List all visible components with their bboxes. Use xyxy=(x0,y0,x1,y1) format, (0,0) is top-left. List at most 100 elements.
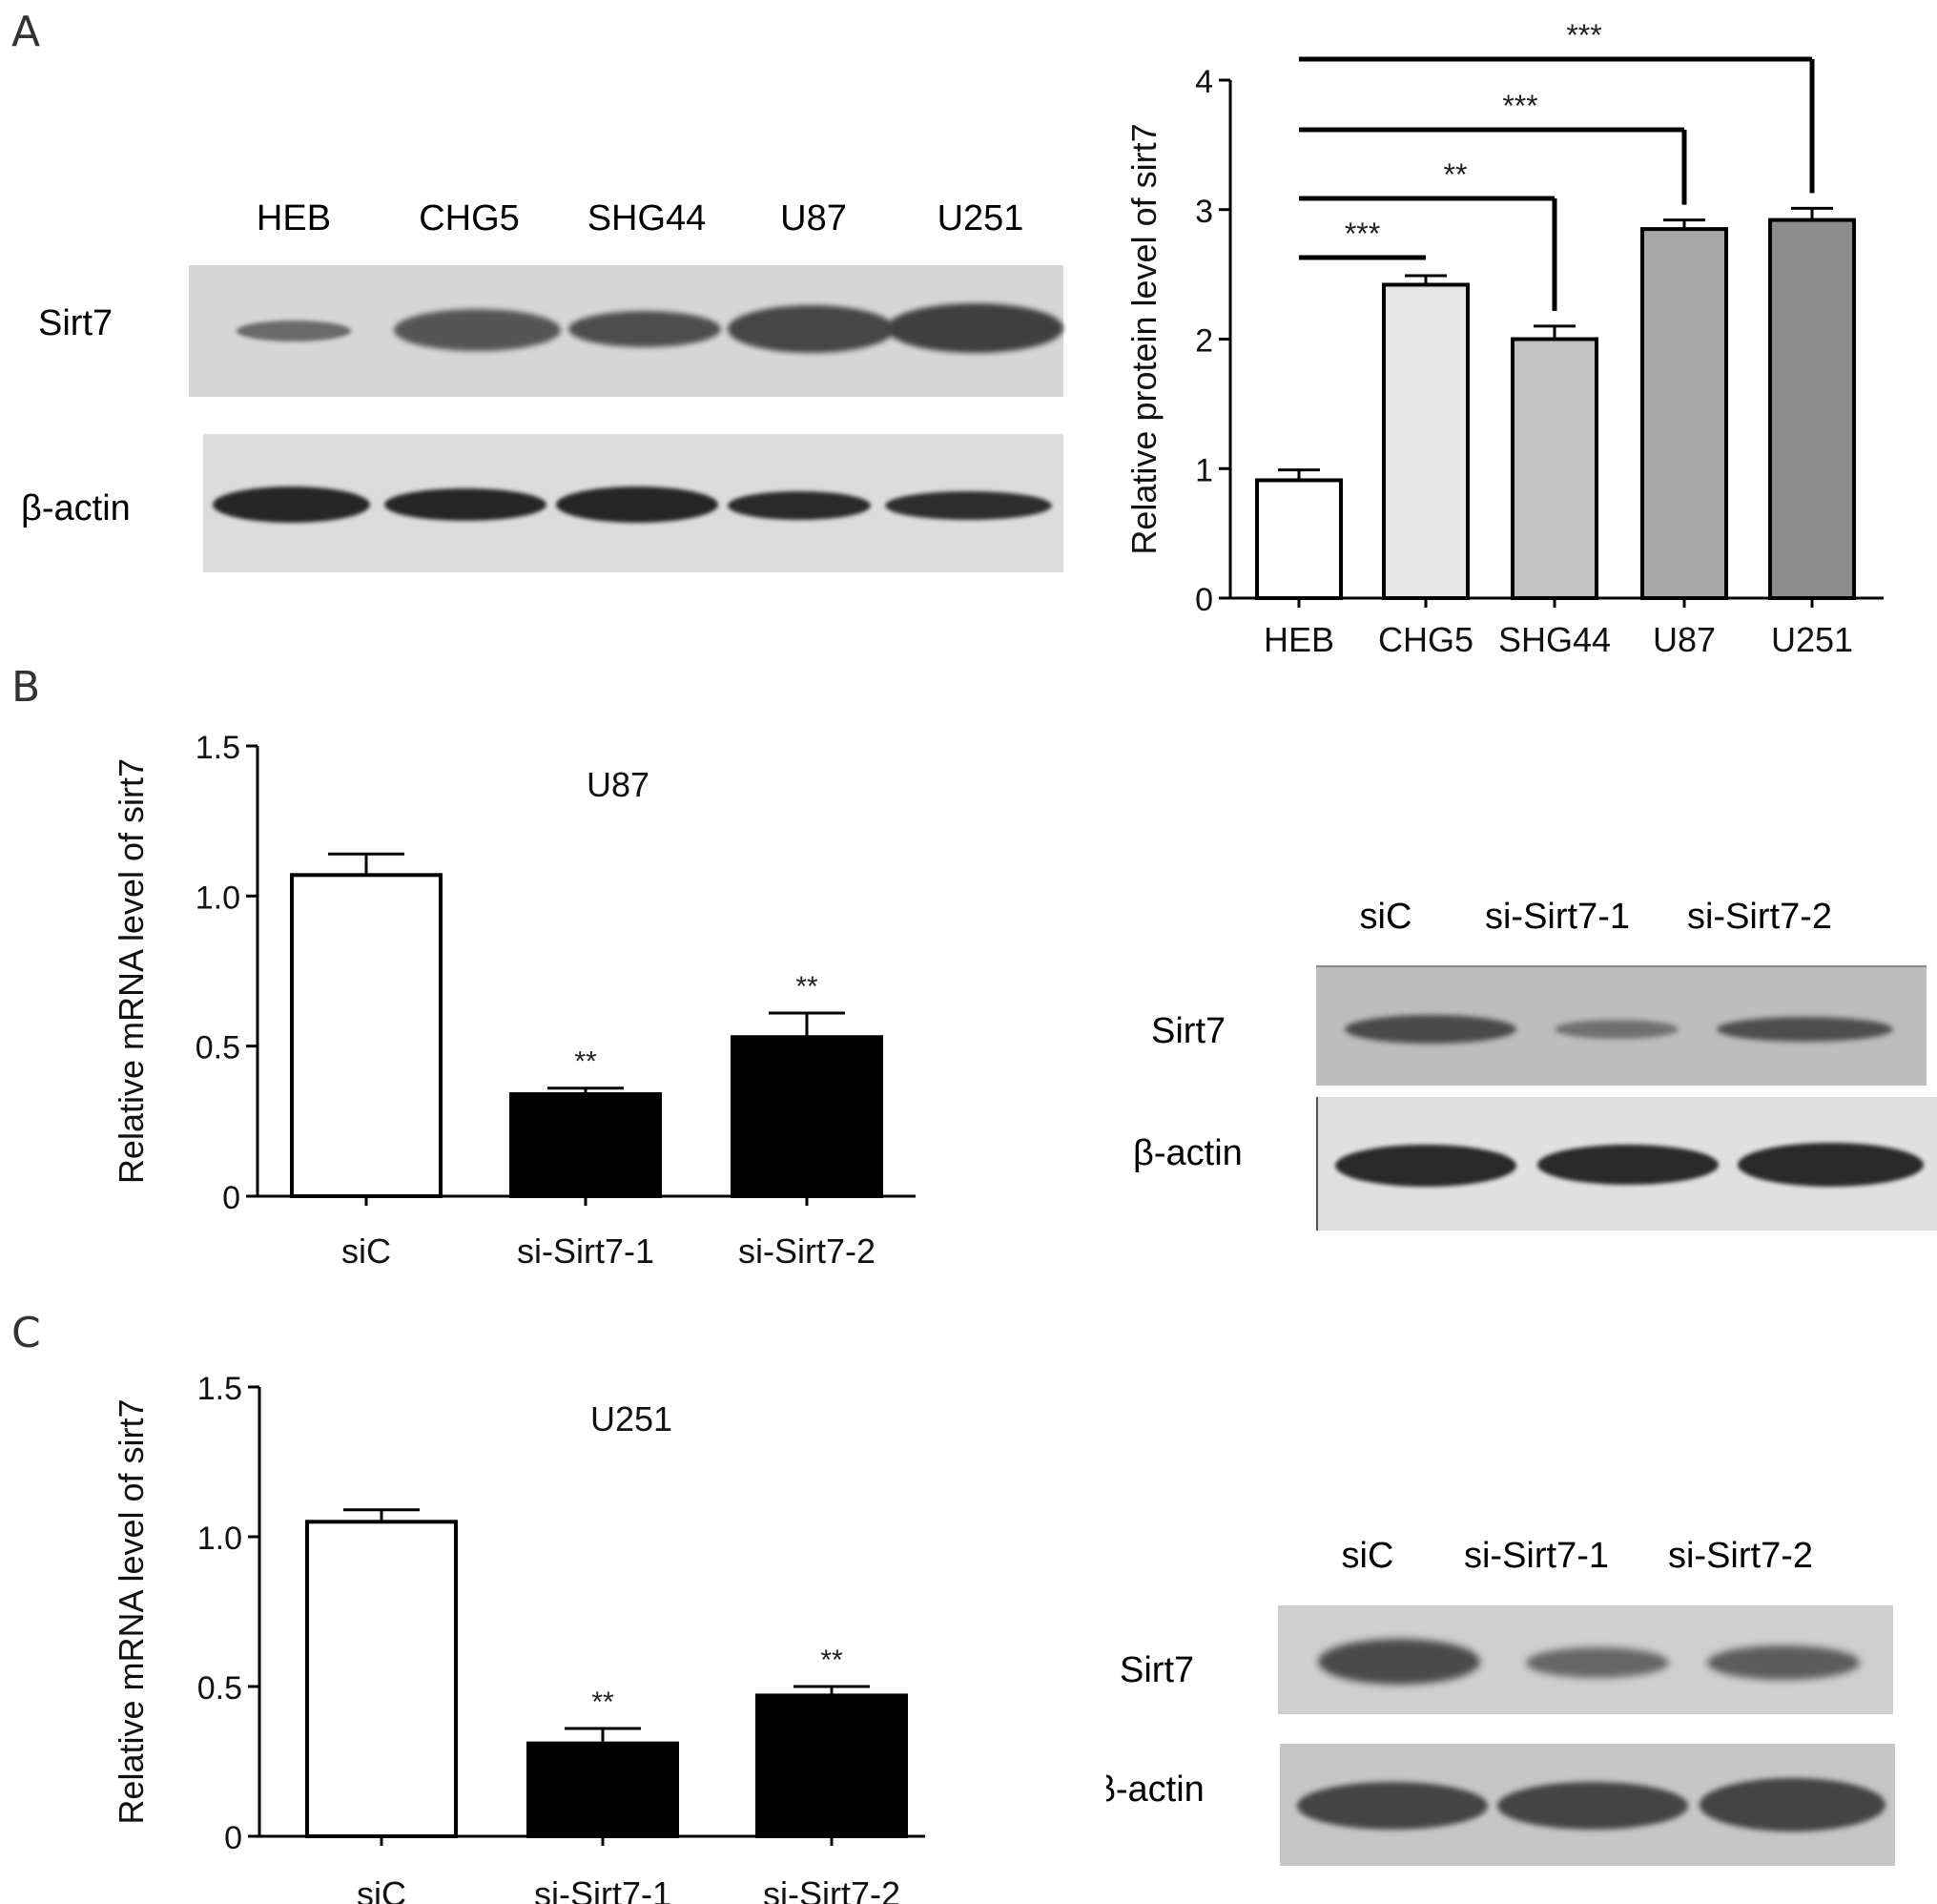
blot-a-sirt7-membrane xyxy=(189,265,1063,397)
y-tick-label: 1.0 xyxy=(196,880,240,916)
significance-label: *** xyxy=(1566,18,1601,52)
y-axis-label: Relative protein level of sirt7 xyxy=(1124,123,1164,554)
blot-b-row-label: Sirt7 xyxy=(1151,1011,1226,1051)
y-axis-label: Relative mRNA level of sirt7 xyxy=(112,1398,151,1824)
significance-label: *** xyxy=(1502,89,1537,123)
bar xyxy=(1511,337,1598,600)
significance-label: ** xyxy=(574,1046,597,1078)
band xyxy=(1297,1782,1488,1830)
band xyxy=(728,305,895,353)
x-tick-label: siC xyxy=(357,1874,406,1904)
blot-a-actin-membrane xyxy=(203,434,1063,572)
blot-a-lane-label: HEB xyxy=(256,198,332,238)
x-tick-label: U87 xyxy=(1653,620,1716,659)
panel-letter-b: B xyxy=(11,663,41,712)
x-tick-label: HEB xyxy=(1264,620,1334,659)
significance-label: *** xyxy=(1345,217,1380,251)
band xyxy=(1318,1639,1480,1685)
band xyxy=(1497,1782,1688,1830)
y-tick-label: 1 xyxy=(1195,452,1213,488)
chart-title: U87 xyxy=(587,765,649,804)
chart-title: U251 xyxy=(590,1399,672,1438)
bar xyxy=(290,873,443,1198)
panel-c-blot: siC si-Sirt7-1 si-Sirt7-2 Sirt7 β-actin xyxy=(1106,1517,1937,1879)
band xyxy=(384,488,546,521)
blot-a-lane-label: U87 xyxy=(780,198,847,238)
panel-b-blot: siC si-Sirt7-1 si-Sirt7-2 Sirt7 β-actin xyxy=(1125,878,1937,1240)
y-tick-label: 4 xyxy=(1195,64,1213,100)
x-tick-label: si-Sirt7-1 xyxy=(534,1874,671,1904)
y-tick-label: 1.0 xyxy=(197,1521,242,1557)
panel-b-chart: 0 0.5 1.0 1.5 Relative mRNA level of sirt7 U8… xyxy=(112,730,916,1271)
band xyxy=(1707,1645,1860,1680)
significance-label: ** xyxy=(591,1687,614,1718)
band xyxy=(1335,1145,1516,1187)
blot-a-lane-label: CHG5 xyxy=(419,198,520,238)
band xyxy=(728,491,871,520)
significance-label: ** xyxy=(795,971,818,1003)
bar xyxy=(731,1035,883,1199)
blot-b-actin-membrane xyxy=(1316,1097,1937,1231)
blot-c-row-label: Sirt7 xyxy=(1120,1650,1195,1690)
band xyxy=(1700,1778,1885,1832)
bar xyxy=(526,1741,679,1839)
band xyxy=(394,309,561,351)
band xyxy=(1537,1145,1719,1185)
bar xyxy=(1768,217,1856,601)
bar xyxy=(509,1092,662,1198)
y-tick-label: 2 xyxy=(1195,323,1213,360)
significance-label: ** xyxy=(1444,157,1468,192)
blot-b-row-label: β-actin xyxy=(1133,1133,1243,1173)
blot-c-sirt7-membrane xyxy=(1278,1605,1893,1714)
x-tick-label: SHG44 xyxy=(1498,620,1611,659)
bar xyxy=(755,1693,908,1839)
panel-letter-c: C xyxy=(11,1309,41,1357)
band xyxy=(213,486,370,523)
blot-c-row-label: β-actin xyxy=(1106,1769,1205,1810)
y-tick-label: 0 xyxy=(224,1820,242,1856)
band xyxy=(1526,1647,1669,1678)
band xyxy=(1345,1015,1516,1044)
bar xyxy=(305,1520,458,1839)
blot-b-lane-label: siC xyxy=(1359,897,1412,937)
panel-a-blot: HEB CHG5 SHG44 U87 U251 Sirt7 β-actin xyxy=(0,0,1078,591)
blot-c-lane-label: si-Sirt7-1 xyxy=(1463,1536,1610,1576)
bar xyxy=(1255,478,1343,600)
blot-a-lane-label: SHG44 xyxy=(587,198,707,238)
blot-a-row-label: Sirt7 xyxy=(38,303,113,343)
band xyxy=(885,491,1052,520)
y-tick-label: 0 xyxy=(1195,582,1213,618)
bar xyxy=(1382,282,1470,600)
panel-letter-a: A xyxy=(11,8,41,56)
blot-c-lane-label: siC xyxy=(1341,1536,1394,1576)
x-tick-label: siC xyxy=(341,1231,391,1271)
y-axis-label: Relative mRNA level of sirt7 xyxy=(112,758,151,1184)
band xyxy=(1738,1143,1924,1187)
y-tick-label: 0.5 xyxy=(196,1030,240,1066)
y-tick-label: 0 xyxy=(222,1180,240,1216)
blot-b-sirt7-membrane xyxy=(1316,965,1927,1086)
blot-b-lane-label: si-Sirt7-2 xyxy=(1686,897,1833,937)
bar xyxy=(1640,227,1728,601)
band xyxy=(568,311,721,347)
band xyxy=(556,486,718,523)
band xyxy=(237,321,351,341)
significance-label: ** xyxy=(820,1645,843,1676)
blot-c-actin-membrane xyxy=(1280,1744,1895,1866)
panel-c-chart: 0 0.5 1.0 1.5 Relative mRNA level of sirt7 U2… xyxy=(112,1371,925,1904)
x-tick-label: U251 xyxy=(1771,620,1853,659)
band xyxy=(1717,1017,1893,1042)
y-tick-label: 1.5 xyxy=(196,730,240,766)
blot-a-lane-label: U251 xyxy=(937,198,1024,238)
blot-a-row-label: β-actin xyxy=(21,488,131,528)
y-tick-label: 0.5 xyxy=(197,1670,242,1707)
x-tick-label: si-Sirt7-1 xyxy=(517,1231,654,1271)
x-tick-label: si-Sirt7-2 xyxy=(738,1231,876,1271)
panel-a-chart: 0 1 2 3 4 Relative protein level of sirt7 HEB C… xyxy=(1124,18,1884,659)
band xyxy=(887,303,1063,353)
x-tick-label: CHG5 xyxy=(1378,620,1473,659)
y-tick-label: 3 xyxy=(1195,194,1213,230)
y-tick-label: 1.5 xyxy=(197,1371,242,1407)
x-tick-label: si-Sirt7-2 xyxy=(763,1874,900,1904)
band xyxy=(1555,1020,1679,1039)
